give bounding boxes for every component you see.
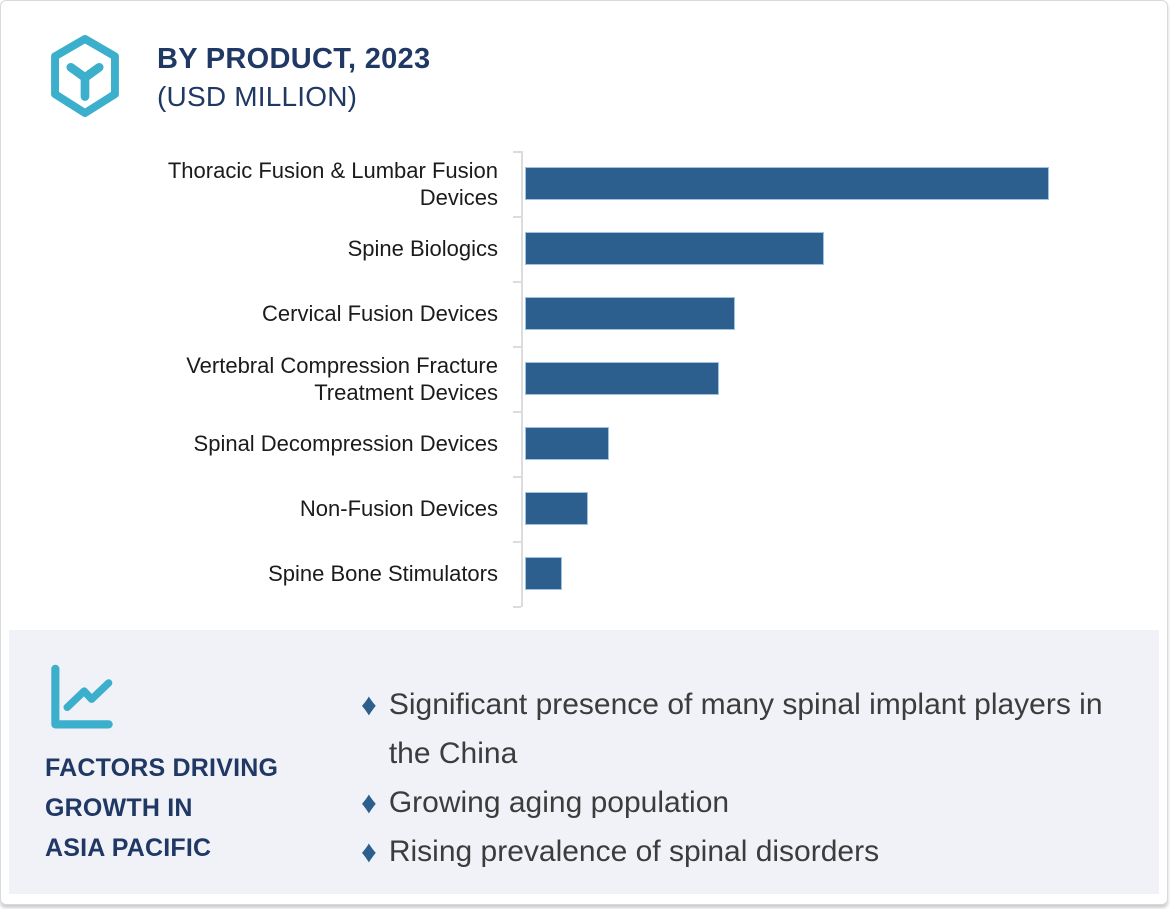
bullet-text: Rising prevalence of spinal disorders — [388, 835, 880, 868]
diamond-bullet-icon: ♦ — [361, 785, 377, 820]
axis-tick — [513, 606, 521, 608]
factors-panel: FACTORS DRIVING GROWTH IN ASIA PACIFIC ♦… — [9, 630, 1159, 894]
category-label: Spinal Decompression Devices — [193, 431, 498, 456]
bar-spine-biologics — [525, 232, 824, 265]
bar-thoracic-lumbar-fusion — [525, 167, 1049, 200]
bar-non-fusion — [525, 492, 588, 525]
chart-title-line1: BY PRODUCT, 2023 — [157, 43, 431, 75]
category-label: Thoracic Fusion & Lumbar Fusion Devices — [167, 157, 498, 210]
factors-heading: FACTORS DRIVING GROWTH IN ASIA PACIFIC — [45, 748, 278, 868]
chart-row: Vertebral Compression Fracture Treatment… — [1, 346, 1161, 411]
factors-heading-line1: FACTORS DRIVING — [45, 754, 279, 782]
category-label: Spine Biologics — [347, 236, 498, 261]
chart-row: Spine Bone Stimulators — [1, 541, 1161, 606]
chart-row: Cervical Fusion Devices — [1, 281, 1161, 346]
axis-tick — [513, 346, 521, 348]
axis-tick — [513, 476, 521, 478]
chart-row: Spine Biologics — [1, 216, 1161, 281]
category-label: Cervical Fusion Devices — [262, 301, 498, 326]
axis-tick — [513, 151, 521, 153]
axis-tick — [513, 411, 521, 413]
bar-chart: Thoracic Fusion & Lumbar Fusion Devices … — [1, 151, 1161, 606]
axis-tick — [513, 541, 521, 543]
category-label: Non-Fusion Devices — [299, 496, 498, 521]
axis-tick — [513, 281, 521, 283]
chart-title-line2: (USD MILLION) — [157, 81, 358, 112]
list-item: ♦ Growing aging population — [361, 778, 1121, 827]
chart-row: Thoracic Fusion & Lumbar Fusion Devices — [1, 151, 1161, 216]
bullet-text: Growing aging population — [388, 786, 730, 819]
factors-bullet-list: ♦ Significant presence of many spinal im… — [361, 680, 1121, 876]
list-item: ♦ Significant presence of many spinal im… — [361, 680, 1121, 778]
bar-cervical-fusion — [525, 297, 735, 330]
chart-row: Non-Fusion Devices — [1, 476, 1161, 541]
chart-row: Spinal Decompression Devices — [1, 411, 1161, 476]
bar-vertebral-compression — [525, 362, 719, 395]
bullet-text: Significant presence of many spinal impl… — [388, 688, 1103, 770]
diamond-bullet-icon: ♦ — [361, 834, 377, 869]
factors-heading-line2: GROWTH IN — [45, 794, 193, 822]
bar-spine-bone-stimulators — [525, 557, 562, 590]
category-label: Vertebral Compression Fracture Treatment… — [186, 352, 498, 405]
chart-title: BY PRODUCT, 2023 (USD MILLION) — [157, 43, 430, 113]
factors-heading-line3: ASIA PACIFIC — [45, 834, 212, 862]
category-axis-line — [521, 151, 523, 607]
bar-spinal-decompression — [525, 427, 609, 460]
hexagon-cube-logo-icon — [51, 35, 119, 117]
line-chart-icon — [51, 664, 113, 729]
axis-tick — [513, 216, 521, 218]
diamond-bullet-icon: ♦ — [361, 687, 377, 722]
category-label: Spine Bone Stimulators — [268, 561, 498, 586]
list-item: ♦ Rising prevalence of spinal disorders — [361, 827, 1121, 876]
